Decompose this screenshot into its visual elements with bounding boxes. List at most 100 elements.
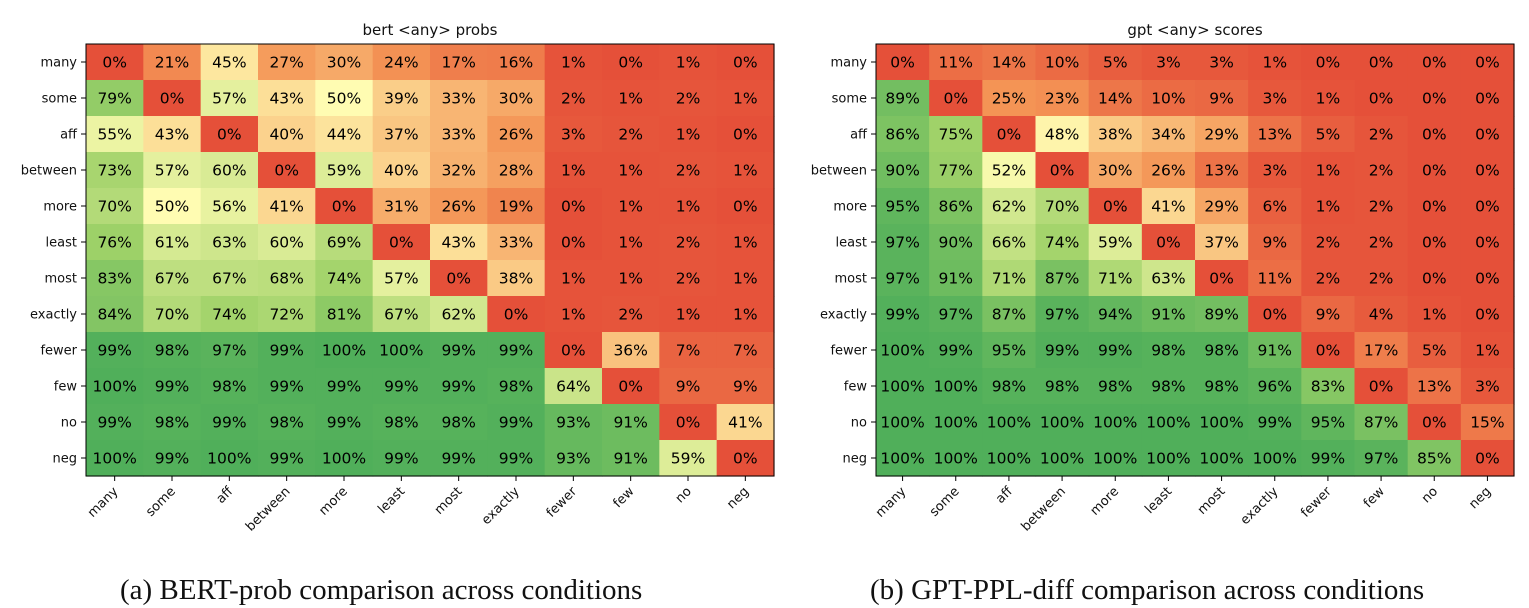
cell-value-label: 1%: [561, 306, 586, 324]
cell-value-label: 76%: [97, 234, 131, 252]
heatmap-cell: [544, 332, 603, 369]
heatmap-cell: [1035, 224, 1090, 261]
heatmap-cell: [716, 224, 775, 261]
heatmap-cell: [1141, 404, 1196, 441]
heatmap-cell: [430, 224, 488, 261]
heatmap-cell: [1141, 224, 1196, 261]
cell-value-label: 91%: [939, 270, 973, 288]
cell-value-label: 11%: [1258, 270, 1292, 288]
cell-value-label: 99%: [384, 450, 418, 468]
heatmap-cell: [372, 80, 431, 117]
cell-value-label: 26%: [441, 198, 475, 216]
y-tick-label: least: [46, 236, 77, 251]
heatmap-cell: [430, 80, 488, 117]
heatmap-cell: [430, 260, 488, 297]
heatmap-cell: [602, 224, 660, 261]
heatmap-cell: [982, 368, 1037, 405]
y-tick-label: fewer: [40, 344, 77, 359]
cell-value-label: 68%: [269, 270, 303, 288]
cell-value-label: 9%: [733, 378, 758, 396]
cell-value-label: 99%: [499, 414, 533, 432]
cell-value-label: 100%: [322, 450, 366, 468]
heatmap-cell: [487, 152, 546, 189]
heatmap-cell: [982, 224, 1037, 261]
cell-value-label: 97%: [212, 342, 246, 360]
cell-value-label: 1%: [1316, 90, 1341, 108]
cell-value-label: 14%: [992, 54, 1026, 72]
x-tick-label: least: [1142, 484, 1175, 517]
cell-value-label: 0%: [389, 234, 414, 252]
heatmap-cell: [716, 260, 775, 297]
cell-value-label: 1%: [618, 90, 643, 108]
cell-value-label: 0%: [1103, 198, 1128, 216]
heatmap-cell: [1088, 440, 1143, 477]
y-tick-label: fewer: [830, 344, 867, 359]
heatmap-cell: [1407, 44, 1462, 81]
cell-value-label: 1%: [618, 162, 643, 180]
cell-value-label: 1%: [733, 270, 758, 288]
cell-value-label: 15%: [1470, 414, 1504, 432]
cell-value-label: 63%: [1151, 270, 1185, 288]
cell-value-label: 1%: [618, 234, 643, 252]
cell-value-label: 100%: [880, 342, 924, 360]
x-tick-label: least: [375, 484, 408, 517]
heatmap-cell: [659, 404, 718, 441]
heatmap-cell: [1301, 332, 1356, 369]
heatmap-cell: [258, 260, 316, 297]
cell-value-label: 91%: [613, 450, 647, 468]
heatmap-cell: [1248, 224, 1302, 261]
cell-value-label: 1%: [1316, 198, 1341, 216]
heatmap-cell: [876, 224, 930, 261]
heatmap-cell: [929, 188, 983, 225]
heatmap-cell: [86, 152, 144, 189]
heatmap-cell: [1460, 296, 1515, 333]
heatmap-cell: [602, 332, 660, 369]
heatmap-cell: [258, 188, 316, 225]
cell-value-label: 26%: [499, 126, 533, 144]
heatmap-cell: [86, 404, 144, 441]
heatmap-cell: [143, 224, 202, 261]
heatmap-cell: [602, 260, 660, 297]
cell-value-label: 33%: [499, 234, 533, 252]
cell-value-label: 100%: [987, 450, 1031, 468]
cell-value-label: 71%: [1098, 270, 1132, 288]
cell-value-label: 97%: [939, 306, 973, 324]
cell-value-label: 74%: [1045, 234, 1079, 252]
heatmap-cell: [1195, 260, 1249, 297]
heatmap-cell: [982, 404, 1037, 441]
heatmap-cell: [716, 116, 775, 153]
heatmap-cell: [659, 332, 718, 369]
heatmap-cell: [487, 404, 546, 441]
heatmap-cell: [716, 188, 775, 225]
heatmap-cell: [1035, 80, 1090, 117]
heatmap-cell: [602, 152, 660, 189]
cell-value-label: 70%: [97, 198, 131, 216]
heatmap-frame: [875, 43, 1515, 477]
heatmap-cell: [487, 332, 546, 369]
heatmap-cell: [258, 296, 316, 333]
y-tick-label: between: [811, 164, 867, 179]
cell-value-label: 43%: [441, 234, 475, 252]
heatmap-title: gpt <any> scores: [1127, 21, 1262, 39]
heatmap-cell: [200, 188, 259, 225]
cell-value-label: 7%: [676, 342, 701, 360]
heatmap-cell: [1407, 80, 1462, 117]
heatmap-cell: [1141, 116, 1196, 153]
cell-value-label: 100%: [207, 450, 251, 468]
cell-value-label: 26%: [1151, 162, 1185, 180]
y-tick-label: most: [835, 272, 868, 287]
heatmap-cell: [1088, 404, 1143, 441]
cell-value-label: 0%: [1422, 162, 1447, 180]
cell-value-label: 38%: [1098, 126, 1132, 144]
heatmap-cell: [487, 296, 546, 333]
cell-value-label: 100%: [880, 450, 924, 468]
heatmap-cell: [929, 44, 983, 81]
heatmap-cell: [86, 80, 144, 117]
cell-value-label: 5%: [1422, 342, 1447, 360]
heatmap-cell: [1035, 332, 1090, 369]
cell-value-label: 3%: [1262, 90, 1287, 108]
cell-value-label: 33%: [441, 90, 475, 108]
y-tick-label: between: [21, 164, 77, 179]
cell-value-label: 71%: [992, 270, 1026, 288]
x-tick-label: between: [1019, 484, 1069, 534]
